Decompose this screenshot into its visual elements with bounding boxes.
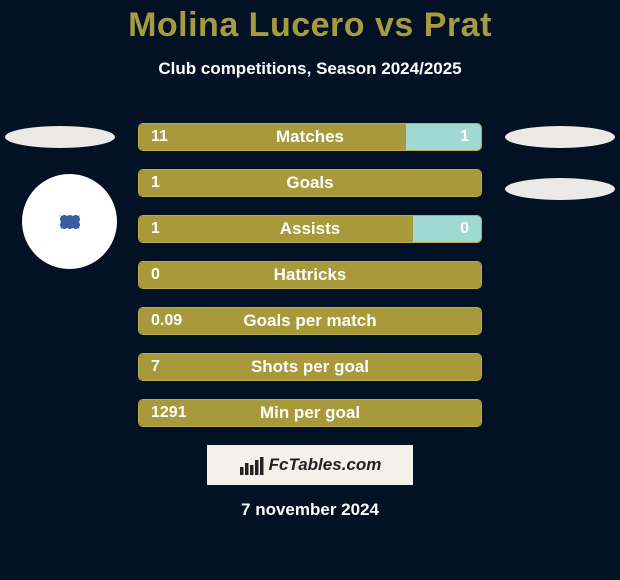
- stat-value-left: 1: [139, 170, 172, 196]
- stat-row: 111Matches: [138, 123, 482, 151]
- emblem-icon: [60, 215, 80, 229]
- fctables-logo-text: FcTables.com: [269, 455, 382, 475]
- stat-value-left: 1291: [139, 400, 199, 426]
- stat-value-left: 0: [139, 262, 172, 288]
- stat-row: 1Goals: [138, 169, 482, 197]
- stat-row: 10Assists: [138, 215, 482, 243]
- stat-fill-left: [139, 354, 481, 380]
- date-line: 7 november 2024: [0, 500, 620, 520]
- page-title: Molina Lucero vs Prat: [0, 0, 620, 45]
- stat-value-left: 1: [139, 216, 172, 242]
- stat-fill-left: [139, 216, 413, 242]
- stat-value-right: 0: [448, 216, 481, 242]
- stat-row: 7Shots per goal: [138, 353, 482, 381]
- player1-emblem-circle: [22, 174, 117, 269]
- page-subtitle: Club competitions, Season 2024/2025: [0, 59, 620, 79]
- stat-value-left: 0.09: [139, 308, 194, 334]
- stat-fill-left: [139, 262, 481, 288]
- fctables-logo-box: FcTables.com: [207, 445, 413, 485]
- stat-row: 1291Min per goal: [138, 399, 482, 427]
- stat-row: 0.09Goals per match: [138, 307, 482, 335]
- stat-value-right: 1: [448, 124, 481, 150]
- stat-value-left: 7: [139, 354, 172, 380]
- bars-icon: [239, 455, 265, 475]
- player2-badge-upper: [505, 126, 615, 148]
- player1-badge-upper: [5, 126, 115, 148]
- stat-row: 0Hattricks: [138, 261, 482, 289]
- stat-value-left: 11: [139, 124, 180, 150]
- player2-badge-lower: [505, 178, 615, 200]
- stats-panel: 111Matches1Goals10Assists0Hattricks0.09G…: [138, 123, 482, 445]
- stat-fill-left: [139, 170, 481, 196]
